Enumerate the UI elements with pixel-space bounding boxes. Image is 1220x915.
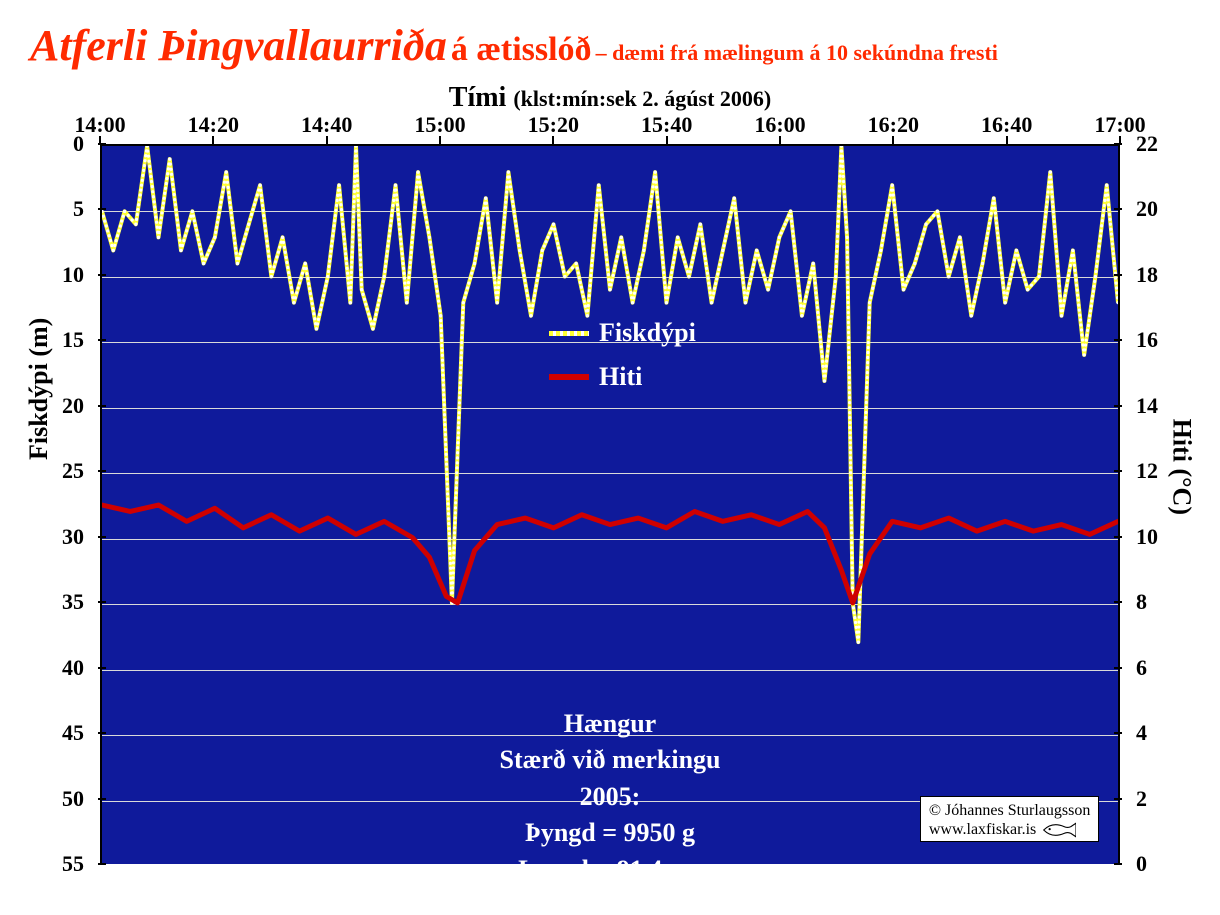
x-tick-label: 16:20 bbox=[868, 112, 919, 138]
y-right-tick-label: 6 bbox=[1136, 655, 1176, 681]
info-line: Lengd = 91,4 cm bbox=[102, 852, 1118, 888]
x-tick-label: 14:40 bbox=[301, 112, 352, 138]
y-left-tick-mark bbox=[98, 536, 106, 538]
y-right-tick-label: 2 bbox=[1136, 786, 1176, 812]
x-tick-label: 16:00 bbox=[754, 112, 805, 138]
y-left-tick-label: 10 bbox=[44, 262, 84, 288]
x-tick-label: 14:20 bbox=[188, 112, 239, 138]
y-right-tick-label: 16 bbox=[1136, 327, 1176, 353]
y-right-tick-label: 22 bbox=[1136, 131, 1176, 157]
fish-icon bbox=[1042, 821, 1076, 839]
y-right-tick-mark bbox=[1114, 601, 1122, 603]
y-right-tick-label: 4 bbox=[1136, 720, 1176, 746]
y-left-tick-mark bbox=[98, 601, 106, 603]
y-right-tick-label: 20 bbox=[1136, 196, 1176, 222]
x-tick-mark bbox=[892, 136, 894, 144]
x-tick-mark bbox=[552, 136, 554, 144]
y-left-tick-mark bbox=[98, 274, 106, 276]
y-right-tick-mark bbox=[1114, 732, 1122, 734]
y-left-tick-mark bbox=[98, 208, 106, 210]
y-right-tick-mark bbox=[1114, 470, 1122, 472]
credit-box: © Jóhannes Sturlaugsson www.laxfiskar.is bbox=[920, 796, 1099, 842]
y-left-tick-mark bbox=[98, 405, 106, 407]
title-sub: á ætisslóð bbox=[451, 31, 592, 68]
x-axis-title-small: (klst:mín:sek 2. ágúst 2006) bbox=[513, 86, 771, 111]
y-left-tick-label: 15 bbox=[44, 327, 84, 353]
y-left-tick-label: 45 bbox=[44, 720, 84, 746]
y-left-tick-label: 30 bbox=[44, 524, 84, 550]
y-right-tick-mark bbox=[1114, 339, 1122, 341]
page: Atferli Þingvallaurriða á ætisslóð – dæm… bbox=[0, 0, 1220, 915]
x-axis-title: Tími (klst:mín:sek 2. ágúst 2006) bbox=[0, 82, 1220, 114]
y-right-tick-mark bbox=[1114, 798, 1122, 800]
y-left-tick-label: 0 bbox=[44, 131, 84, 157]
temp-line bbox=[102, 505, 1118, 603]
y-right-tick-mark bbox=[1114, 863, 1122, 865]
title-small: – dæmi frá mælingum á 10 sekúndna fresti bbox=[596, 40, 998, 65]
y-left-tick-mark bbox=[98, 339, 106, 341]
legend-label: Fiskdýpi bbox=[599, 318, 696, 348]
info-line: Stærð við merkingu bbox=[102, 742, 1118, 778]
info-line: Hængur bbox=[102, 706, 1118, 742]
y-right-tick-label: 0 bbox=[1136, 851, 1176, 877]
legend-label: Hiti bbox=[599, 362, 642, 392]
y-right-tick-mark bbox=[1114, 536, 1122, 538]
x-tick-label: 15:20 bbox=[528, 112, 579, 138]
x-tick-mark bbox=[1006, 136, 1008, 144]
y-left-tick-label: 20 bbox=[44, 393, 84, 419]
x-axis-title-main: Tími bbox=[449, 82, 507, 113]
x-tick-mark bbox=[212, 136, 214, 144]
y-left-tick-mark bbox=[98, 667, 106, 669]
y-right-tick-mark bbox=[1114, 667, 1122, 669]
y-left-tick-label: 5 bbox=[44, 196, 84, 222]
y-right-tick-mark bbox=[1114, 274, 1122, 276]
title-main: Atferli Þingvallaurriða bbox=[30, 21, 447, 70]
y-left-tick-label: 40 bbox=[44, 655, 84, 681]
x-tick-mark bbox=[666, 136, 668, 144]
y-right-tick-mark bbox=[1114, 405, 1122, 407]
y-left-tick-label: 25 bbox=[44, 458, 84, 484]
credit-line1: © Jóhannes Sturlaugsson bbox=[929, 801, 1090, 820]
chart: 14:0014:2014:4015:0015:2015:4016:0016:20… bbox=[100, 112, 1120, 872]
y-right-tick-mark bbox=[1114, 208, 1122, 210]
legend-row: Fiskdýpi bbox=[549, 318, 696, 348]
x-tick-mark bbox=[439, 136, 441, 144]
y-left-tick-mark bbox=[98, 143, 106, 145]
y-left-tick-label: 50 bbox=[44, 786, 84, 812]
x-tick-label: 16:40 bbox=[981, 112, 1032, 138]
x-tick-label: 15:00 bbox=[414, 112, 465, 138]
y-right-tick-label: 12 bbox=[1136, 458, 1176, 484]
y-left-tick-label: 55 bbox=[44, 851, 84, 877]
y-right-tick-label: 10 bbox=[1136, 524, 1176, 550]
y-left-tick-label: 35 bbox=[44, 589, 84, 615]
y-right-tick-mark bbox=[1114, 143, 1122, 145]
legend-swatch bbox=[549, 331, 589, 336]
legend-swatch bbox=[549, 374, 589, 380]
x-ticks: 14:0014:2014:4015:0015:2015:4016:0016:20… bbox=[100, 112, 1120, 142]
x-tick-label: 15:40 bbox=[641, 112, 692, 138]
plot-area: FiskdýpiHiti HængurStærð við merkingu200… bbox=[100, 144, 1120, 864]
x-tick-mark bbox=[326, 136, 328, 144]
credit-line2: www.laxfiskar.is bbox=[929, 820, 1036, 839]
y-right-tick-label: 8 bbox=[1136, 589, 1176, 615]
page-title: Atferli Þingvallaurriða á ætisslóð – dæm… bbox=[30, 20, 1190, 71]
y-left-tick-mark bbox=[98, 470, 106, 472]
y-left-tick-mark bbox=[98, 798, 106, 800]
y-right-tick-label: 14 bbox=[1136, 393, 1176, 419]
y-left-tick-mark bbox=[98, 732, 106, 734]
x-tick-mark bbox=[779, 136, 781, 144]
legend: Fiskdýpi Hiti bbox=[549, 318, 696, 406]
legend-row: Hiti bbox=[549, 362, 696, 392]
y-left-tick-mark bbox=[98, 863, 106, 865]
y-right-tick-label: 18 bbox=[1136, 262, 1176, 288]
